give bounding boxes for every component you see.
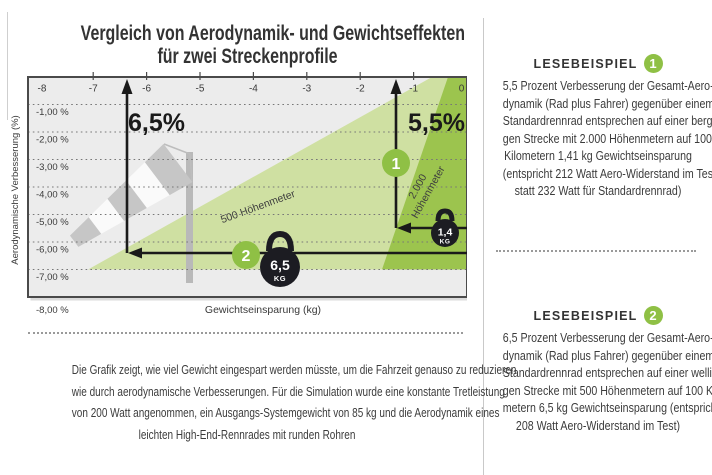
x-tick-label: -1: [409, 84, 418, 95]
example-1-text-line: Kilometern 1,41 kg Gewichtseinsparung: [504, 149, 692, 163]
chart-title-line-2: für zwei Streckenprofile: [157, 45, 338, 68]
example-1-text-line: dynamik (Rad plus Fahrer) gegenüber eine…: [502, 96, 712, 111]
x-tick-labels: -8 -7 -6 -5 -4 -3 -2 -1 0: [38, 84, 465, 95]
y-tick-label: -2,00 %: [36, 135, 69, 146]
svg-text:2: 2: [242, 248, 251, 265]
reading-example-1: LESEBEISPIEL 1 5,5 Prozent Verbesserung …: [486, 54, 712, 201]
x-tick-label: -5: [196, 84, 205, 95]
x-tick-marks: [92, 72, 415, 80]
y-tick-label: -6,00 %: [36, 245, 69, 256]
x-tick-label: -6: [142, 84, 151, 95]
example-1-number-badge: 1: [643, 54, 663, 73]
y-tick-label: -8,00 %: [36, 305, 69, 316]
example-2-text-line: gen Strecke mit 500 Höhenmetern auf 100 …: [502, 383, 712, 398]
x-tick-label: -8: [38, 84, 47, 95]
page-left-rule: [7, 12, 8, 120]
y-tick-label: -4,00 %: [36, 190, 69, 201]
example-2-text-line: Standardrennrad entsprechen auf einer we…: [502, 366, 712, 380]
reading-example-2: LESEBEISPIEL 2 6,5 Prozent Verbesserung …: [486, 306, 712, 435]
example2-up-arrowhead: [121, 79, 133, 94]
example-2-text-line: metern 6,5 kg Gewichtseinsparung (entspr…: [502, 401, 712, 415]
plot-border: [27, 76, 467, 298]
y-axis-title: Aerodynamische Verbesserung (%): [10, 115, 21, 264]
example-1-text-line: 5,5 Prozent Verbesserung der Gesamt-Aero…: [502, 79, 712, 93]
example-1-text-line: statt 232 Watt für Standardrennrad): [514, 184, 682, 198]
example-2-text-line: 208 Watt Aero-Widerstand im Test): [515, 418, 681, 433]
x-tick-label: -4: [249, 84, 258, 95]
example-2-text-line: dynamik (Rad plus Fahrer) gegenüber eine…: [502, 348, 712, 363]
chart-caption: Die Grafik zeigt, wie viel Gewicht einge…: [28, 360, 517, 446]
x-tick-label: -2: [356, 84, 365, 95]
example2-number-badge: 2: [232, 241, 260, 269]
caption-line: leichten High-End-Rennrades mit runden R…: [138, 427, 356, 442]
kettlebell-6-5kg-icon: 6,5 KG: [260, 230, 300, 287]
example-2-text-line: 6,5 Prozent Verbesserung der Gesamt-Aero…: [502, 331, 712, 345]
example-2-number-badge: 2: [643, 306, 663, 325]
x-tick-label: -7: [89, 84, 98, 95]
example1-number-badge: 1: [382, 149, 410, 177]
example-1-heading: LESEBEISPIEL 1: [486, 54, 710, 73]
example-2-heading-label: LESEBEISPIEL: [533, 308, 638, 323]
example-2-heading: LESEBEISPIEL 2: [486, 306, 710, 325]
chart-title-line-1: Vergleich von Aerodynamik- und Gewichtse…: [80, 22, 466, 45]
y-tick-labels: -1,00 % -2,00 % -3,00 % -4,00 % -5,00 % …: [36, 107, 69, 316]
example2-left-arrowhead: [128, 247, 142, 259]
y-tick-label: -7,00 %: [36, 272, 69, 283]
y-tick-label: -5,00 %: [36, 217, 69, 228]
x-tick-label: 0: [459, 84, 465, 95]
kettlebell-unit: KG: [274, 274, 286, 283]
wedge-500hm: [88, 77, 467, 270]
x-tick-label: -3: [302, 84, 311, 95]
kettlebell-value: 6,5: [270, 257, 290, 273]
example1-left-arrowhead: [397, 222, 411, 234]
example1-aero-label: 5,5%: [408, 109, 465, 137]
right-column-divider: [496, 250, 696, 252]
svg-text:1: 1: [392, 156, 401, 173]
example-1-heading-label: LESEBEISPIEL: [533, 56, 638, 71]
example-1-text-line: Standardrennrad entsprechen auf einer be…: [502, 114, 712, 128]
aero-vs-weight-chart: 500 Höhenmeter 2.000 Höhenmeter -8 -7 -6…: [10, 72, 467, 316]
y-tick-label: -3,00 %: [36, 162, 69, 173]
example-1-text-line: gen Strecke mit 2.000 Höhenmetern auf 10…: [502, 131, 712, 146]
chart-title: Vergleich von Aerodynamik- und Gewichtse…: [28, 22, 467, 68]
caption-line: wie durch aerodynamische Verbesserungen.…: [71, 384, 505, 399]
column-divider-rule: [483, 18, 484, 475]
example2-arrows: [125, 92, 467, 255]
left-column-divider: [28, 332, 463, 334]
example-1-text-line: (entspricht 212 Watt Aero-Widerstand im …: [502, 166, 712, 181]
caption-line: von 200 Watt angenommen, ein Ausgangs-Sy…: [71, 406, 500, 420]
y-tick-label: -1,00 %: [36, 107, 69, 118]
kettlebell-unit: KG: [440, 239, 451, 246]
kettlebell-value: 1,4: [438, 227, 453, 239]
example1-up-arrowhead: [390, 79, 402, 94]
example2-aero-label: 6,5%: [128, 109, 185, 137]
x-axis-title: Gewichtseinsparung (kg): [205, 304, 321, 316]
kettlebell-1-4kg-icon: 1,4 KG: [431, 208, 459, 247]
caption-line: Die Grafik zeigt, wie viel Gewicht einge…: [71, 363, 517, 377]
